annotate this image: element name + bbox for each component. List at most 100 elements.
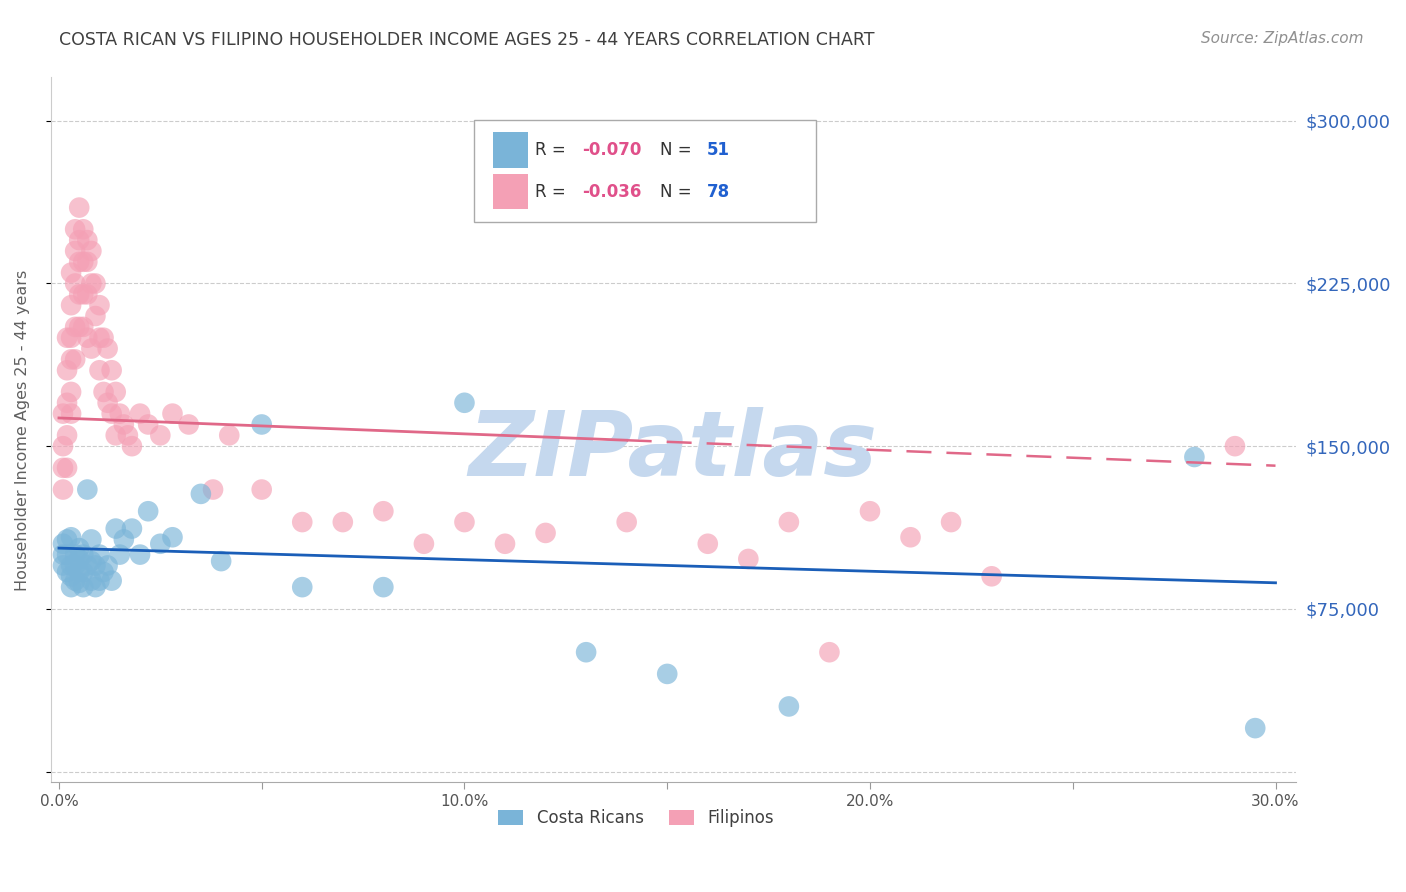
Point <box>575 645 598 659</box>
Point <box>63 277 86 291</box>
Point <box>60 298 83 312</box>
Point <box>63 352 86 367</box>
Point <box>108 548 131 562</box>
Text: -0.036: -0.036 <box>582 183 641 201</box>
Point <box>80 244 103 258</box>
Point <box>97 342 120 356</box>
Point <box>534 525 557 540</box>
Point <box>52 548 75 562</box>
Point <box>93 331 115 345</box>
Point <box>56 565 79 579</box>
Point <box>900 530 922 544</box>
Point <box>56 331 79 345</box>
Point <box>218 428 240 442</box>
Point <box>89 298 111 312</box>
Point <box>250 417 273 432</box>
Text: 78: 78 <box>707 183 730 201</box>
Point <box>56 396 79 410</box>
Point <box>56 548 79 562</box>
Point <box>72 287 94 301</box>
Point <box>97 558 120 573</box>
Point <box>980 569 1002 583</box>
Point <box>67 541 90 555</box>
Point <box>117 428 139 442</box>
Point <box>177 417 200 432</box>
Point <box>129 407 152 421</box>
Point <box>657 666 679 681</box>
Point <box>1223 439 1246 453</box>
Point <box>63 319 86 334</box>
Point <box>1184 450 1206 464</box>
Point <box>76 254 98 268</box>
Point <box>67 565 90 579</box>
Point <box>76 558 98 573</box>
Text: ZIPatlas: ZIPatlas <box>468 407 877 495</box>
Point <box>373 580 395 594</box>
Point <box>67 319 90 334</box>
Text: COSTA RICAN VS FILIPINO HOUSEHOLDER INCOME AGES 25 - 44 YEARS CORRELATION CHART: COSTA RICAN VS FILIPINO HOUSEHOLDER INCO… <box>59 31 875 49</box>
Point <box>209 554 232 568</box>
Point <box>80 277 103 291</box>
Point <box>737 552 759 566</box>
Point <box>60 580 83 594</box>
Point <box>162 530 184 544</box>
Point <box>63 548 86 562</box>
Point <box>778 515 800 529</box>
Text: R =: R = <box>536 183 571 201</box>
Point <box>136 504 159 518</box>
Point <box>112 417 135 432</box>
Point <box>84 558 107 573</box>
Point <box>72 565 94 579</box>
Point <box>56 533 79 547</box>
Point <box>80 342 103 356</box>
Text: Source: ZipAtlas.com: Source: ZipAtlas.com <box>1201 31 1364 46</box>
Point <box>89 363 111 377</box>
Point <box>162 407 184 421</box>
Point <box>52 439 75 453</box>
Y-axis label: Householder Income Ages 25 - 44 years: Householder Income Ages 25 - 44 years <box>15 269 30 591</box>
Bar <box>492 132 527 168</box>
Point <box>60 352 83 367</box>
Point <box>121 439 143 453</box>
Point <box>89 548 111 562</box>
Point <box>108 407 131 421</box>
Point <box>52 558 75 573</box>
FancyBboxPatch shape <box>474 120 817 222</box>
Point <box>56 363 79 377</box>
Point <box>63 222 86 236</box>
Text: -0.070: -0.070 <box>582 141 641 159</box>
Point <box>373 504 395 518</box>
Point <box>149 537 172 551</box>
Text: N =: N = <box>659 183 696 201</box>
Point <box>56 460 79 475</box>
Point <box>100 407 122 421</box>
Point <box>67 287 90 301</box>
Text: 51: 51 <box>707 141 730 159</box>
Point <box>149 428 172 442</box>
Point <box>332 515 354 529</box>
Point <box>453 515 475 529</box>
Point <box>67 201 90 215</box>
Point <box>291 515 314 529</box>
Bar <box>492 174 527 210</box>
Point <box>100 574 122 588</box>
Point <box>52 407 75 421</box>
Point <box>72 222 94 236</box>
Point <box>291 580 314 594</box>
Point <box>104 384 127 399</box>
Point <box>72 580 94 594</box>
Point <box>939 515 962 529</box>
Point <box>76 233 98 247</box>
Point <box>112 533 135 547</box>
Legend: Costa Ricans, Filipinos: Costa Ricans, Filipinos <box>492 803 780 834</box>
Point <box>63 244 86 258</box>
Point <box>56 428 79 442</box>
Point <box>80 533 103 547</box>
Point <box>60 558 83 573</box>
Point <box>250 483 273 497</box>
Point <box>696 537 718 551</box>
Point <box>72 254 94 268</box>
Point <box>63 574 86 588</box>
Point <box>60 530 83 544</box>
Point <box>63 558 86 573</box>
